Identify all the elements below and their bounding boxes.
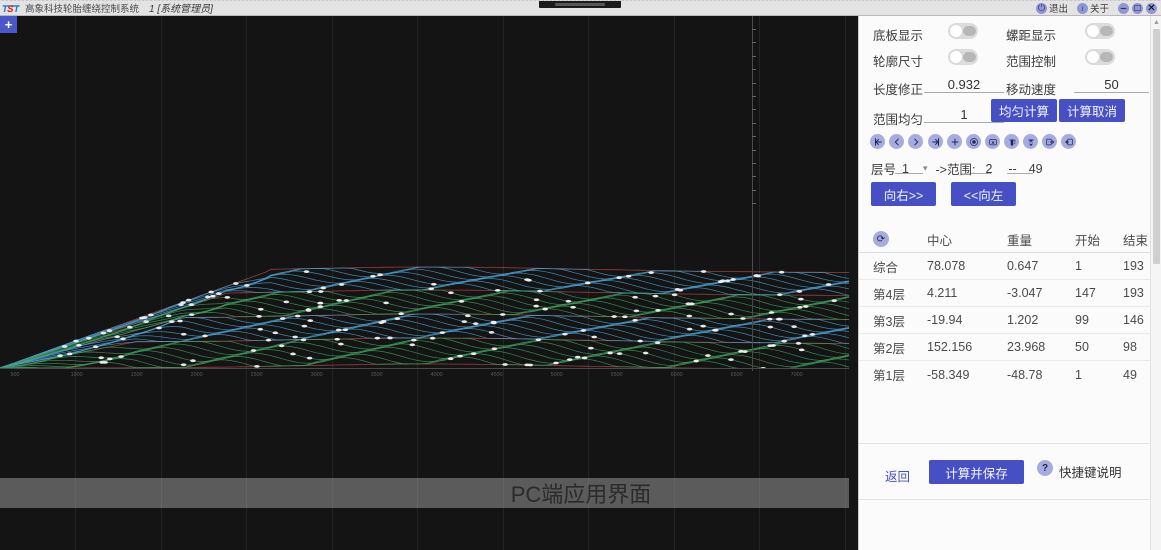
svg-text:T: T bbox=[13, 4, 20, 13]
